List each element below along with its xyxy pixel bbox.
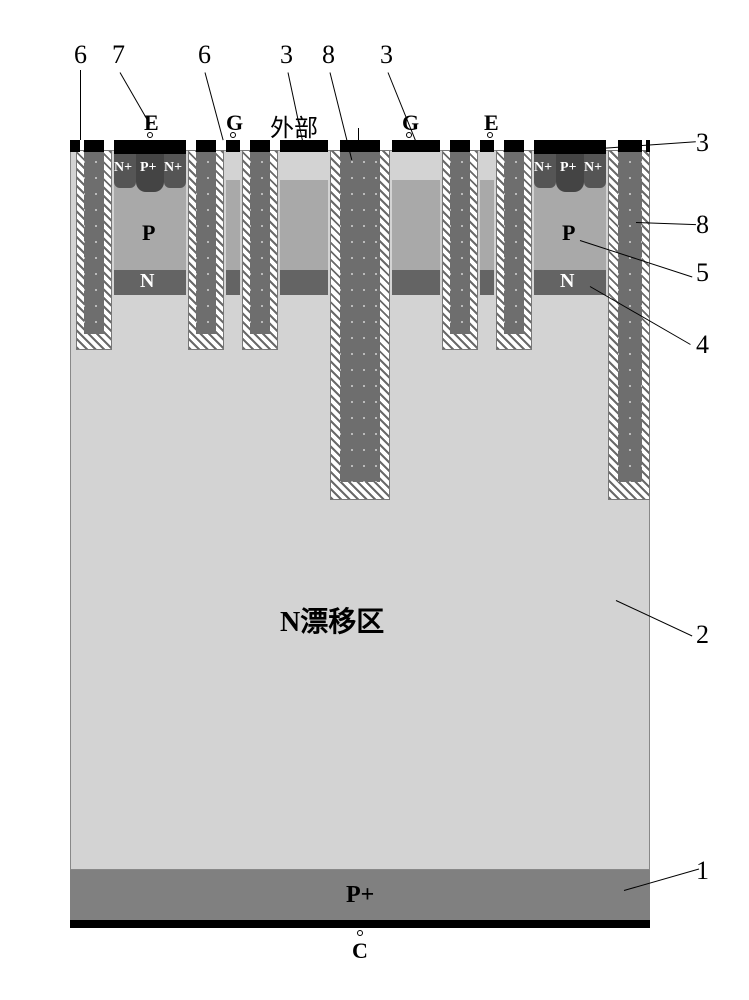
n-left-label: N	[140, 270, 154, 293]
callout-5: 5	[696, 258, 709, 288]
p-right-label: P	[562, 220, 575, 246]
emitter-metal-left	[114, 140, 186, 154]
poly-t6	[504, 150, 524, 334]
n-carrier-left-gap	[226, 270, 240, 295]
nplus-l1-label: N+	[114, 160, 132, 176]
callout-8side: 8	[696, 210, 709, 240]
collector-probe	[357, 930, 363, 936]
callout-4: 4	[696, 330, 709, 360]
n-carrier-right-gap	[480, 270, 494, 295]
n-right-label: N	[560, 270, 574, 293]
poly-t7	[618, 150, 642, 482]
poly-ext	[340, 150, 380, 482]
emitter-metal-right	[534, 140, 606, 154]
n-drift-label: N漂移区	[280, 600, 384, 640]
external-lead	[358, 128, 359, 140]
p-body-right-gap	[480, 180, 494, 270]
poly-t1	[84, 150, 104, 334]
collector-terminal: C	[352, 938, 368, 964]
pplus-l-label: P+	[140, 160, 157, 176]
callout-3c: 3	[696, 128, 709, 158]
poly-t2	[196, 150, 216, 334]
n-carrier-mid-right	[392, 270, 440, 295]
metal-seg-0	[70, 140, 80, 152]
poly-t3	[250, 150, 270, 334]
emitter-right-probe	[487, 132, 493, 138]
p-plus-bottom-label: P+	[346, 882, 374, 909]
gate-metal-r2	[504, 140, 524, 152]
external-terminal: 外部	[270, 108, 318, 143]
metal-seg-gap-r	[480, 140, 494, 152]
callout-8top: 8	[322, 40, 335, 70]
nplus-l2-label: N+	[164, 160, 182, 176]
callout-1: 1	[696, 856, 709, 886]
gate-metal-l2	[250, 140, 270, 152]
emitter-left-probe	[147, 132, 153, 138]
nplus-r2-label: N+	[584, 160, 602, 176]
callout-7: 7	[112, 40, 125, 70]
p-body-mid-left	[280, 180, 328, 270]
device-cross-section: N漂移区 P+ P N P N N+ P+ N+ N+ P+ N+ E G 外部…	[70, 110, 650, 930]
gate-metal-r1	[450, 140, 470, 152]
callout-2: 2	[696, 620, 709, 650]
pplus-r-label: P+	[560, 160, 577, 176]
nplus-r1-label: N+	[534, 160, 552, 176]
gate-left-probe	[230, 132, 236, 138]
collector-metal	[70, 920, 650, 928]
metal-seg-7b	[646, 140, 650, 152]
metal-seg-1	[84, 140, 104, 152]
callout-3b: 3	[380, 40, 393, 70]
callout-3a: 3	[280, 40, 293, 70]
p-body-left-gap	[226, 180, 240, 270]
poly-t5	[450, 150, 470, 334]
callout-6a: 6	[74, 40, 87, 70]
gate-metal-l1	[196, 140, 216, 152]
p-body-mid-right	[392, 180, 440, 270]
callout-6b: 6	[198, 40, 211, 70]
metal-seg-gap-l	[226, 140, 240, 152]
n-carrier-mid-left	[280, 270, 328, 295]
p-left-label: P	[142, 220, 155, 246]
lead-6a	[80, 70, 81, 140]
